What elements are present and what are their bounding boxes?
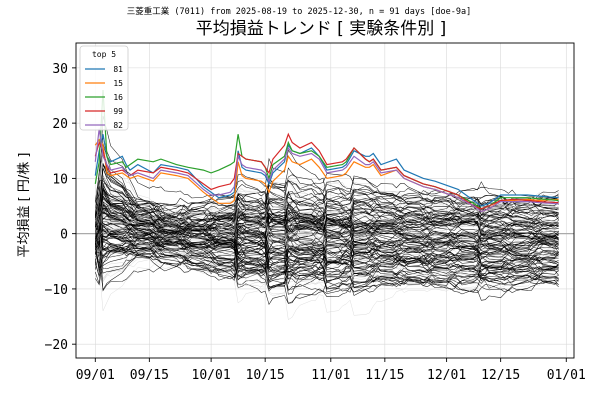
legend-label-99: 99	[113, 107, 123, 116]
background-series-line	[95, 177, 559, 276]
background-series-line	[95, 228, 559, 267]
legend-label-15: 15	[113, 79, 123, 88]
background-series-line	[95, 175, 559, 240]
y-tick-label: −10	[45, 283, 68, 298]
background-series-line	[95, 177, 559, 252]
background-series-line	[95, 220, 559, 273]
background-series-line	[95, 202, 559, 264]
background-series-line	[95, 229, 559, 292]
background-series-line	[95, 230, 559, 288]
x-tick-label: 09/01	[76, 368, 115, 383]
background-series-line	[95, 136, 559, 222]
background-series-line	[95, 196, 559, 247]
axes	[75, 42, 575, 359]
background-series-line	[95, 176, 559, 257]
x-tick-label: 01/01	[547, 368, 586, 383]
background-series-line	[95, 201, 559, 240]
series-line-81	[94, 134, 559, 207]
background-series-line	[95, 224, 559, 282]
y-axis-ticks: −20 −10 0 10 20 30	[45, 62, 76, 353]
y-tick-label: 0	[60, 228, 68, 243]
background-series-line	[95, 180, 559, 237]
x-tick-label: 12/01	[427, 368, 466, 383]
legend-label-81: 81	[113, 65, 123, 74]
chart-title: 平均損益トレンド [ 実験条件別 ]	[196, 19, 446, 39]
background-series-line	[95, 140, 559, 253]
background-series-line	[95, 214, 559, 304]
background-series-line	[95, 208, 559, 293]
background-series-line	[95, 195, 559, 271]
y-tick-label: 20	[52, 117, 68, 132]
background-series-line	[95, 174, 559, 251]
background-series-line	[95, 189, 559, 296]
series-line-82	[94, 128, 559, 213]
background-series-line	[95, 231, 559, 264]
x-tick-label: 12/15	[481, 368, 520, 383]
background-series-line	[95, 208, 559, 251]
background-series-line	[95, 223, 559, 253]
background-series-line	[95, 251, 559, 290]
x-tick-label: 11/01	[311, 368, 350, 383]
legend: top 5 81 15 16 99 82	[79, 45, 129, 131]
x-tick-label: 10/15	[246, 368, 285, 383]
legend-label-16: 16	[113, 93, 123, 102]
grid-lines	[76, 43, 574, 358]
background-series-line	[95, 173, 559, 223]
series-line-99	[94, 132, 559, 210]
background-series-line	[95, 180, 559, 263]
y-axis-label: 平均損益 [ 円/株 ]	[17, 153, 32, 258]
y-tick-label: 10	[52, 172, 68, 187]
chart-suptitle: 三菱重工業 (7011) from 2025-08-19 to 2025-12-…	[127, 6, 471, 17]
y-tick-label: −20	[45, 338, 68, 353]
legend-title: top 5	[92, 50, 116, 59]
background-series-line	[95, 225, 559, 288]
top-series-lines	[94, 89, 559, 213]
background-series-line	[95, 213, 559, 281]
x-tick-label: 11/15	[365, 368, 404, 383]
background-series-line	[95, 223, 559, 248]
legend-label-82: 82	[113, 121, 123, 130]
background-series-line	[95, 146, 559, 245]
x-tick-label: 09/15	[130, 368, 169, 383]
y-tick-label: 30	[52, 62, 68, 77]
background-series-line	[95, 226, 559, 292]
x-tick-label: 10/01	[192, 368, 231, 383]
background-series-line	[95, 192, 559, 245]
axes-frame	[75, 42, 575, 359]
legend-box	[79, 45, 129, 131]
x-axis-ticks: 09/01 09/15 10/01 10/15 11/01 11/15 12/01 12/15…	[76, 358, 586, 383]
